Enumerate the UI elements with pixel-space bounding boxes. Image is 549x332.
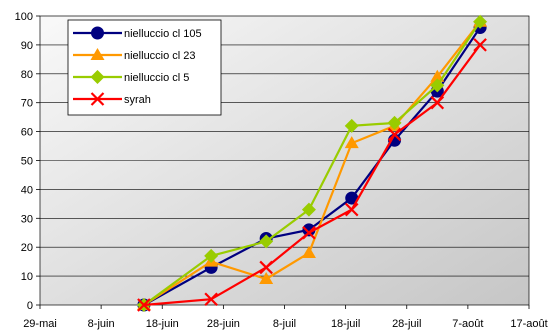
series-x bbox=[137, 38, 487, 312]
y-tick-label: 70 bbox=[21, 98, 33, 110]
data-point bbox=[302, 225, 316, 240]
data-point bbox=[344, 202, 359, 217]
x-tick-label: 29-mai bbox=[23, 318, 57, 330]
legend-label: syrah bbox=[124, 94, 151, 106]
legend-marker bbox=[90, 48, 105, 60]
data-point bbox=[259, 260, 273, 275]
series-line bbox=[143, 21, 482, 306]
x-tick-label: 7-août bbox=[452, 318, 483, 330]
y-tick-label: 60 bbox=[21, 127, 33, 139]
series-line bbox=[143, 44, 481, 307]
y-tick-label: 40 bbox=[21, 184, 33, 196]
x-tick-label: 28-juin bbox=[207, 318, 240, 330]
y-tick-label: 90 bbox=[21, 40, 33, 52]
y-axis: 0 10 20 30 40 50 60 70 80 90 100 bbox=[15, 11, 40, 312]
data-point bbox=[387, 127, 402, 142]
y-tick-label: 100 bbox=[15, 11, 33, 23]
y-tick-label: 30 bbox=[21, 213, 33, 225]
data-point bbox=[473, 38, 487, 52]
x-tick-label: 28-juil bbox=[392, 318, 421, 330]
data-point bbox=[430, 78, 445, 93]
series-line bbox=[143, 21, 481, 306]
y-tick-label: 0 bbox=[27, 300, 33, 312]
y-tick-label: 10 bbox=[21, 271, 33, 283]
series-line bbox=[143, 26, 482, 306]
series-diamond bbox=[136, 14, 488, 312]
x-tick-label: 18-juil bbox=[331, 318, 360, 330]
series-group bbox=[136, 14, 488, 312]
legend-marker bbox=[91, 26, 104, 40]
data-point bbox=[344, 136, 359, 149]
legend-label: nielluccio cl 5 bbox=[124, 72, 189, 84]
y-tick-label: 20 bbox=[21, 242, 33, 254]
data-point bbox=[301, 245, 316, 258]
x-tick-label: 17-août bbox=[510, 318, 547, 330]
data-point bbox=[137, 298, 151, 312]
legend-marker bbox=[90, 92, 105, 106]
x-axis: 29-mai 8-juin 18-juin 28-juin 8-juil 18-juil 2… bbox=[23, 305, 548, 330]
legend-marker bbox=[90, 70, 105, 84]
data-point bbox=[204, 292, 218, 306]
y-tick-label: 50 bbox=[21, 156, 33, 168]
legend-label: nielluccio cl 105 bbox=[124, 28, 202, 40]
data-point bbox=[301, 202, 316, 217]
x-tick-label: 18-juin bbox=[146, 318, 179, 330]
x-tick-label: 8-juil bbox=[273, 318, 296, 330]
data-point bbox=[430, 95, 445, 110]
legend-label: nielluccio cl 23 bbox=[124, 50, 196, 62]
x-tick-label: 8-juin bbox=[88, 318, 115, 330]
data-point bbox=[344, 118, 359, 133]
data-point bbox=[204, 248, 219, 263]
y-tick-label: 80 bbox=[21, 69, 33, 81]
data-point bbox=[473, 14, 488, 29]
data-point bbox=[259, 234, 274, 249]
data-point bbox=[259, 271, 274, 284]
data-point bbox=[387, 115, 402, 130]
legend: nielluccio cl 105 nielluccio cl 23 nielluc… bbox=[67, 19, 222, 116]
